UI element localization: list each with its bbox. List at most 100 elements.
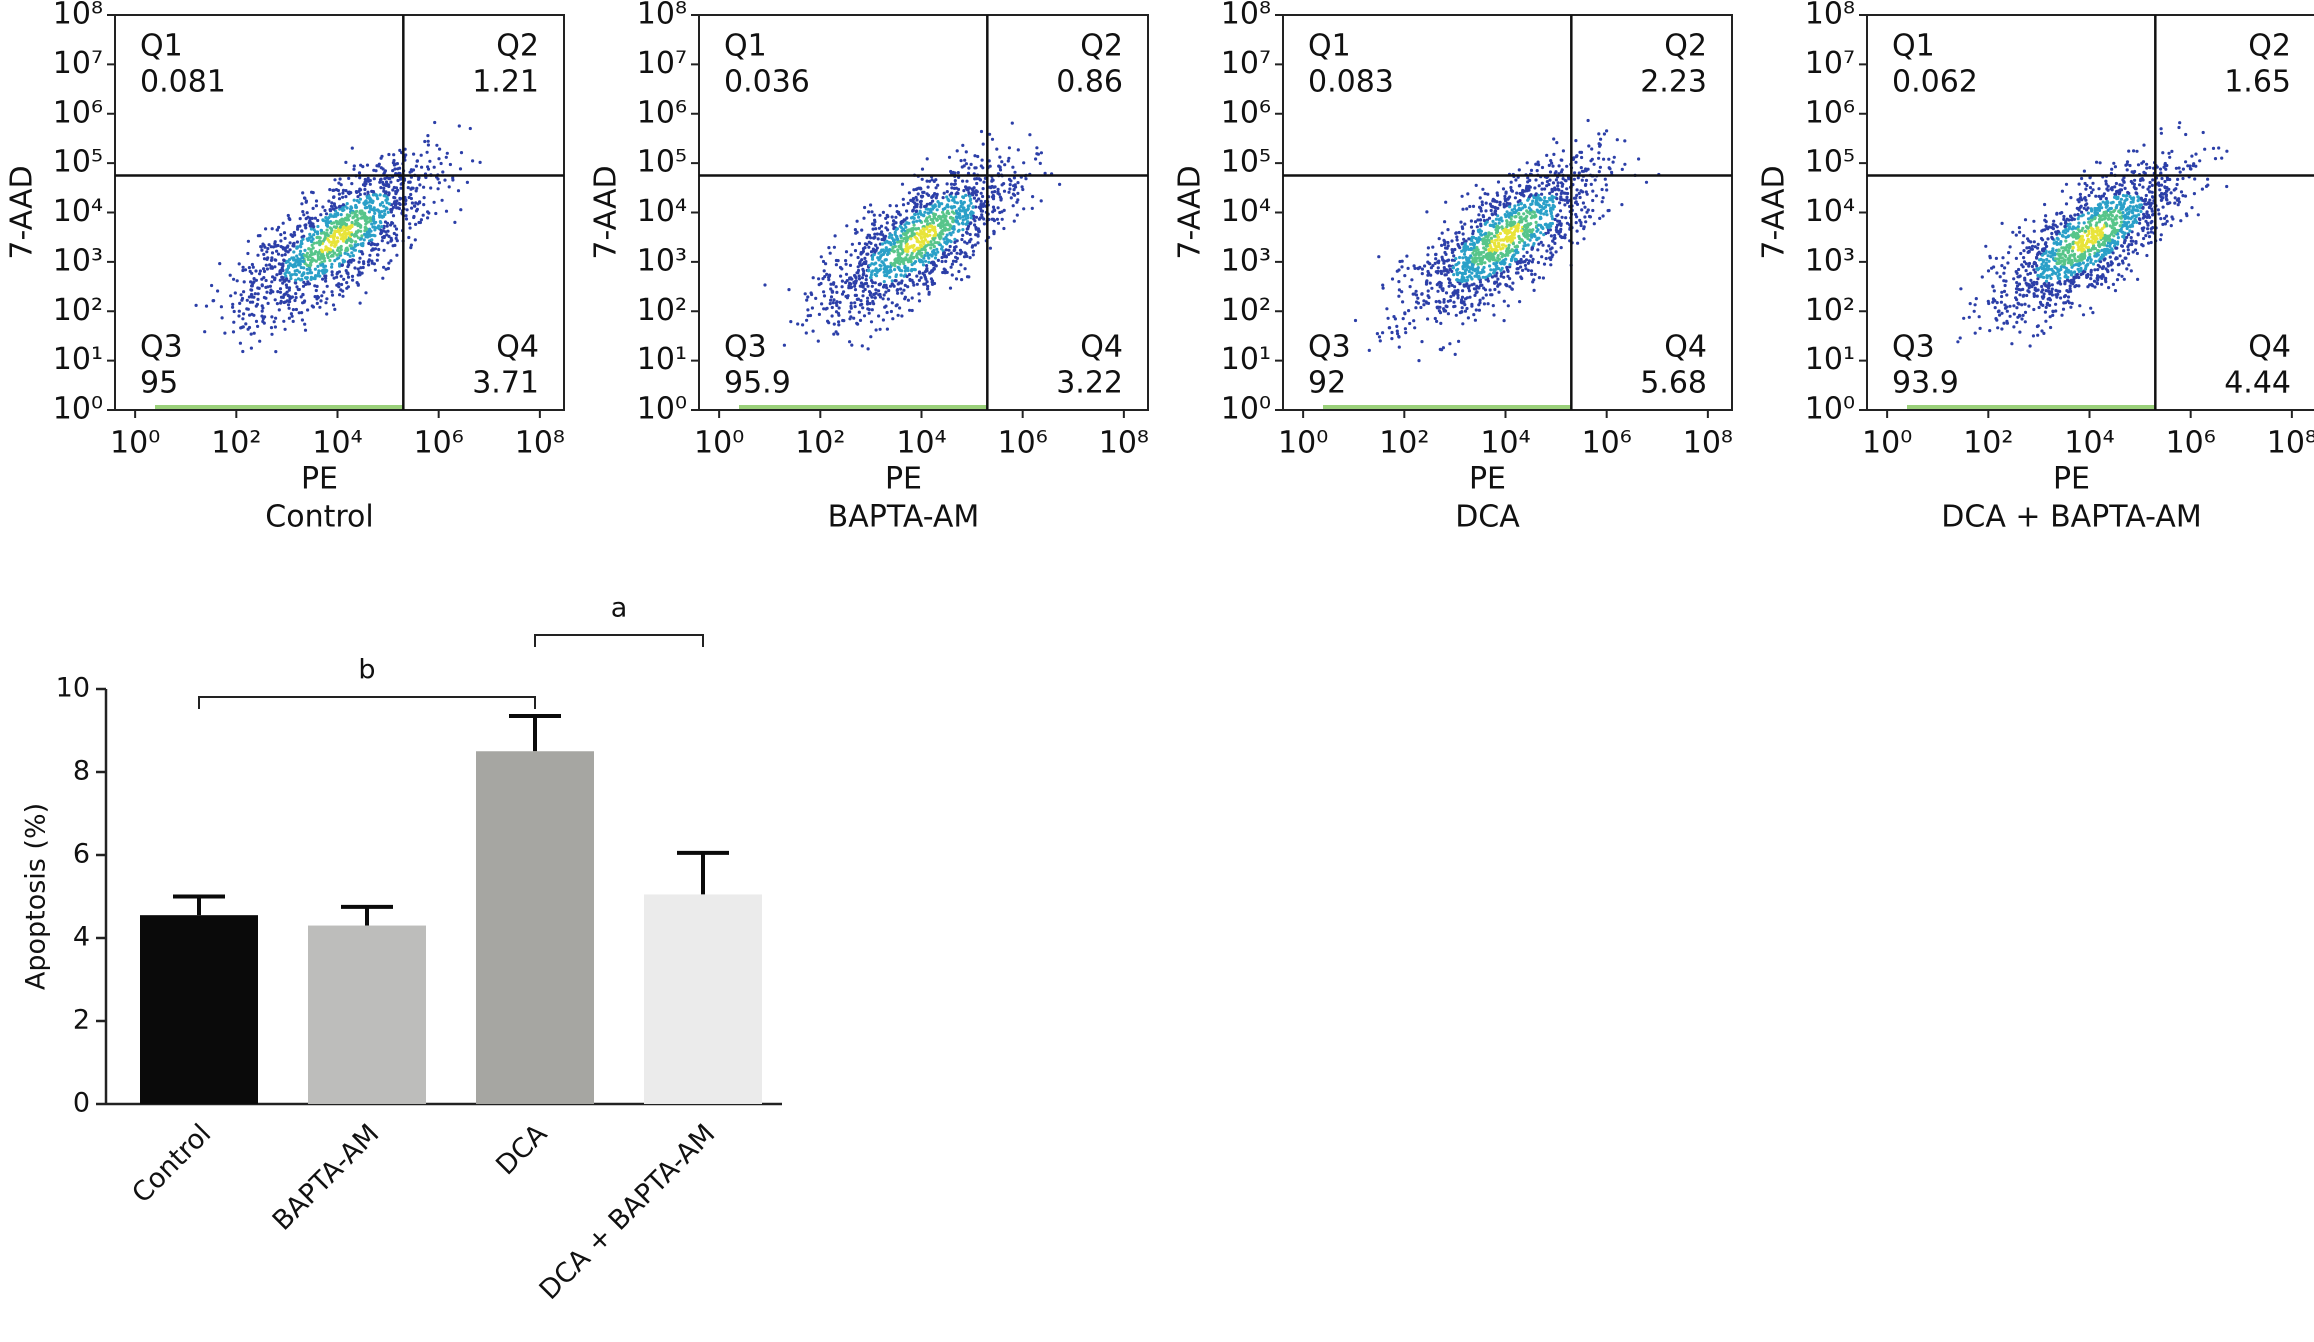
density-dot (1581, 190, 1585, 194)
density-dot (878, 283, 882, 287)
density-dot (1490, 232, 1494, 236)
density-dot (884, 248, 889, 252)
density-dot (928, 202, 932, 206)
density-dot (1584, 169, 1588, 173)
density-dot (333, 251, 337, 255)
density-dot (918, 252, 922, 256)
density-dot (291, 319, 295, 323)
density-dot (325, 284, 329, 288)
density-dot (958, 252, 962, 256)
density-dot (905, 216, 909, 220)
density-dot (286, 250, 290, 254)
density-dot (993, 185, 997, 189)
density-dot (900, 182, 905, 186)
density-dot (964, 150, 968, 154)
density-dot (314, 199, 319, 203)
density-dot (305, 251, 309, 255)
density-dot (789, 320, 793, 324)
density-dot (873, 220, 877, 224)
density-dot (391, 161, 395, 165)
density-dot (899, 242, 903, 246)
density-dot (1587, 214, 1592, 219)
density-dot (801, 323, 805, 327)
density-dot (310, 259, 314, 263)
density-dot (362, 238, 366, 242)
density-dot (321, 277, 325, 281)
density-dot (811, 329, 815, 333)
density-dot (1420, 292, 1424, 296)
density-dot (346, 228, 350, 232)
density-dot (926, 287, 930, 291)
density-dot (1484, 244, 1489, 248)
density-dot (1491, 219, 1495, 223)
density-dot (888, 204, 892, 208)
density-dot (339, 288, 343, 292)
density-dot (827, 275, 831, 279)
density-dot (282, 258, 286, 262)
density-dot (955, 201, 960, 205)
density-dot (386, 210, 390, 214)
density-dot (1472, 253, 1477, 257)
density-dot (1441, 287, 1445, 291)
density-dot (1454, 313, 1458, 317)
density-dot (296, 287, 300, 292)
density-dot (1477, 230, 1481, 234)
density-dot (1541, 243, 1545, 247)
density-dot (2097, 194, 2101, 198)
density-dot (288, 297, 292, 301)
density-dot (1529, 269, 1534, 273)
density-dot (964, 185, 968, 189)
density-dot (871, 227, 875, 231)
density-dot (925, 264, 929, 268)
density-dot (1553, 241, 1557, 245)
density-dot (840, 279, 845, 283)
density-dot (1453, 291, 1457, 295)
density-dot (302, 253, 306, 257)
density-dot (242, 312, 246, 316)
density-dot (1542, 262, 1547, 266)
density-dot (1544, 209, 1548, 213)
density-dot (1602, 157, 1606, 161)
density-dot (2044, 319, 2048, 323)
density-dot (2118, 254, 2122, 258)
density-dot (1009, 179, 1013, 183)
density-dot (1488, 288, 1492, 292)
density-dot (383, 169, 387, 173)
density-dot (434, 211, 438, 216)
density-dot (874, 291, 878, 295)
density-dot (1490, 239, 1494, 243)
density-dot (858, 318, 863, 322)
density-dot (1463, 242, 1467, 246)
density-dot (964, 230, 969, 234)
y-tick-label: 10⁴ (1221, 194, 1271, 229)
density-dot (787, 288, 791, 292)
density-dot (344, 249, 348, 253)
density-dot (2070, 249, 2075, 253)
density-dot (261, 306, 265, 310)
density-dot (967, 166, 971, 170)
density-dot (853, 288, 858, 292)
density-dot (2091, 232, 2095, 236)
density-dot (883, 241, 887, 245)
density-dot (371, 199, 375, 203)
density-dot (870, 279, 874, 283)
density-dot (912, 255, 916, 259)
quadrant-value: 2.23 (1640, 65, 1707, 100)
density-dot (363, 232, 367, 236)
density-dot (262, 257, 267, 261)
density-dot (453, 220, 457, 224)
density-dot (1607, 157, 1611, 161)
density-dot (827, 278, 831, 282)
density-dot (1505, 220, 1509, 224)
density-dot (1022, 161, 1026, 165)
density-dot (2225, 149, 2229, 153)
density-dot (363, 214, 367, 218)
density-dot (1012, 176, 1017, 180)
density-dot (1538, 196, 1542, 200)
density-dot (323, 248, 327, 252)
density-dot (903, 266, 907, 270)
density-dot (1481, 187, 1485, 191)
density-dot (928, 228, 932, 232)
density-dot (309, 227, 313, 231)
density-dot (368, 200, 372, 204)
